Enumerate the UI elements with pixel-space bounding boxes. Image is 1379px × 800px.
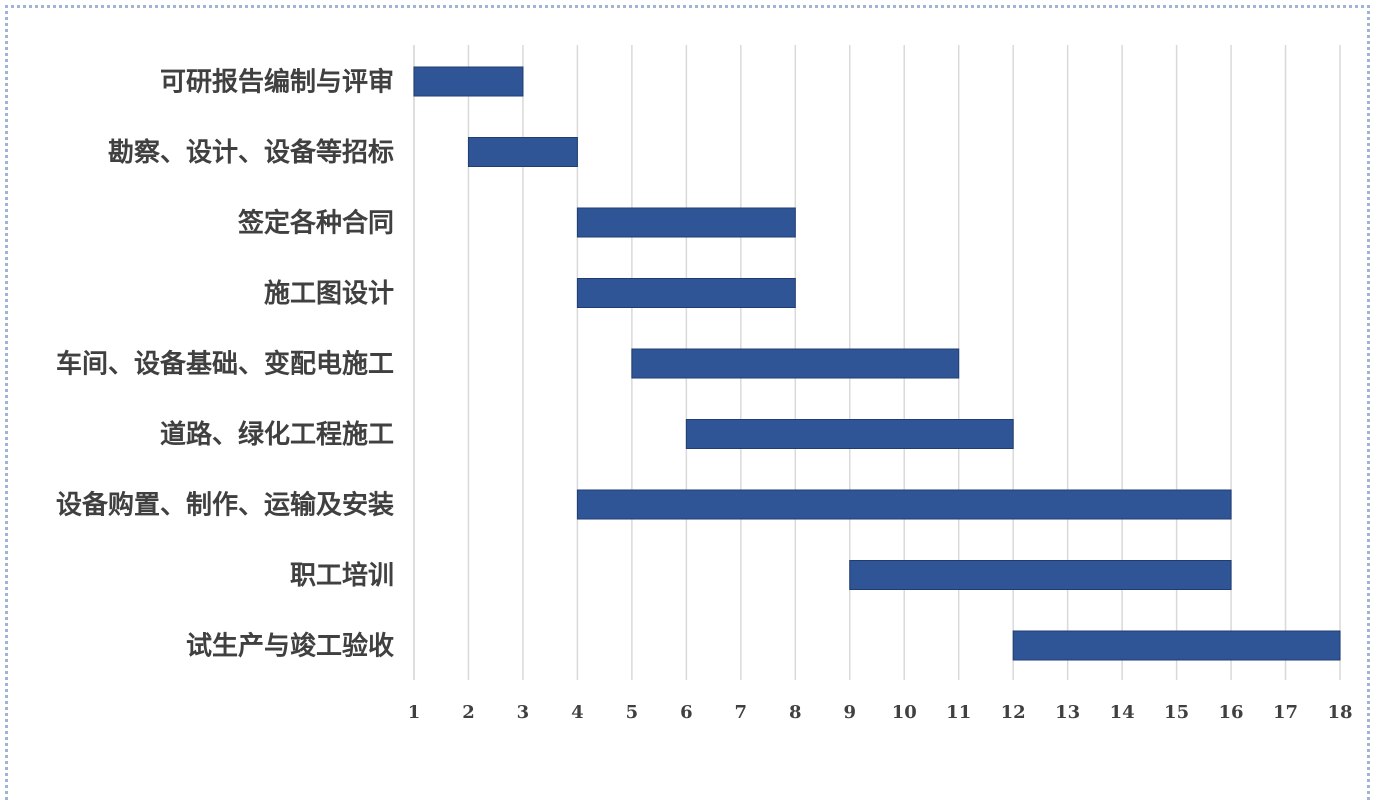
task-labels: 可研报告编制与评审勘察、设计、设备等招标签定各种合同施工图设计车间、设备基础、变… [56, 67, 394, 662]
x-tick-label: 4 [571, 702, 584, 723]
task-label: 勘察、设计、设备等招标 [108, 137, 394, 168]
bars [413, 66, 1341, 661]
x-tick-label: 7 [735, 702, 748, 723]
gantt-bar [576, 278, 796, 308]
x-tick-label: 5 [626, 702, 639, 723]
x-tick-label: 2 [462, 702, 475, 723]
x-tick-label: 1 [408, 702, 421, 723]
task-label: 设备购置、制作、运输及安装 [56, 490, 394, 521]
x-tick-label: 17 [1273, 702, 1298, 723]
gantt-bar [576, 489, 1232, 520]
x-tick-label: 18 [1327, 702, 1352, 723]
x-tick-label: 13 [1055, 702, 1080, 723]
gantt-bar [631, 348, 960, 379]
x-tick-label: 3 [517, 702, 530, 723]
task-label: 施工图设计 [264, 278, 394, 309]
gantt-bar [576, 207, 796, 238]
task-label: 职工培训 [290, 561, 394, 591]
task-label: 试生产与竣工验收 [186, 631, 394, 662]
task-label: 可研报告编制与评审 [160, 67, 394, 98]
gantt-bar [413, 66, 524, 97]
x-tick-label: 6 [680, 702, 693, 723]
gantt-bar [467, 137, 578, 167]
x-tick-label: 11 [946, 702, 971, 723]
x-tick-label: 15 [1164, 702, 1189, 723]
x-tick-label: 10 [892, 702, 917, 723]
x-tick-label: 8 [789, 702, 802, 723]
x-axis-ticks: 1 2 3 4 5 6 7 8 9 10 11 12 13 14 15 16 17 18 [408, 702, 1353, 723]
gantt-bar [1012, 630, 1341, 661]
gantt-bar [849, 560, 1232, 590]
task-label: 签定各种合同 [238, 208, 394, 239]
x-tick-label: 12 [1001, 702, 1026, 723]
task-label: 道路、绿化工程施工 [160, 419, 394, 450]
gantt-bar [685, 419, 1014, 449]
chart-frame [5, 5, 1370, 800]
x-tick-label: 14 [1110, 702, 1135, 723]
x-tick-label: 16 [1219, 702, 1244, 723]
task-label: 车间、设备基础、变配电施工 [56, 349, 394, 380]
x-tick-label: 9 [843, 702, 856, 723]
